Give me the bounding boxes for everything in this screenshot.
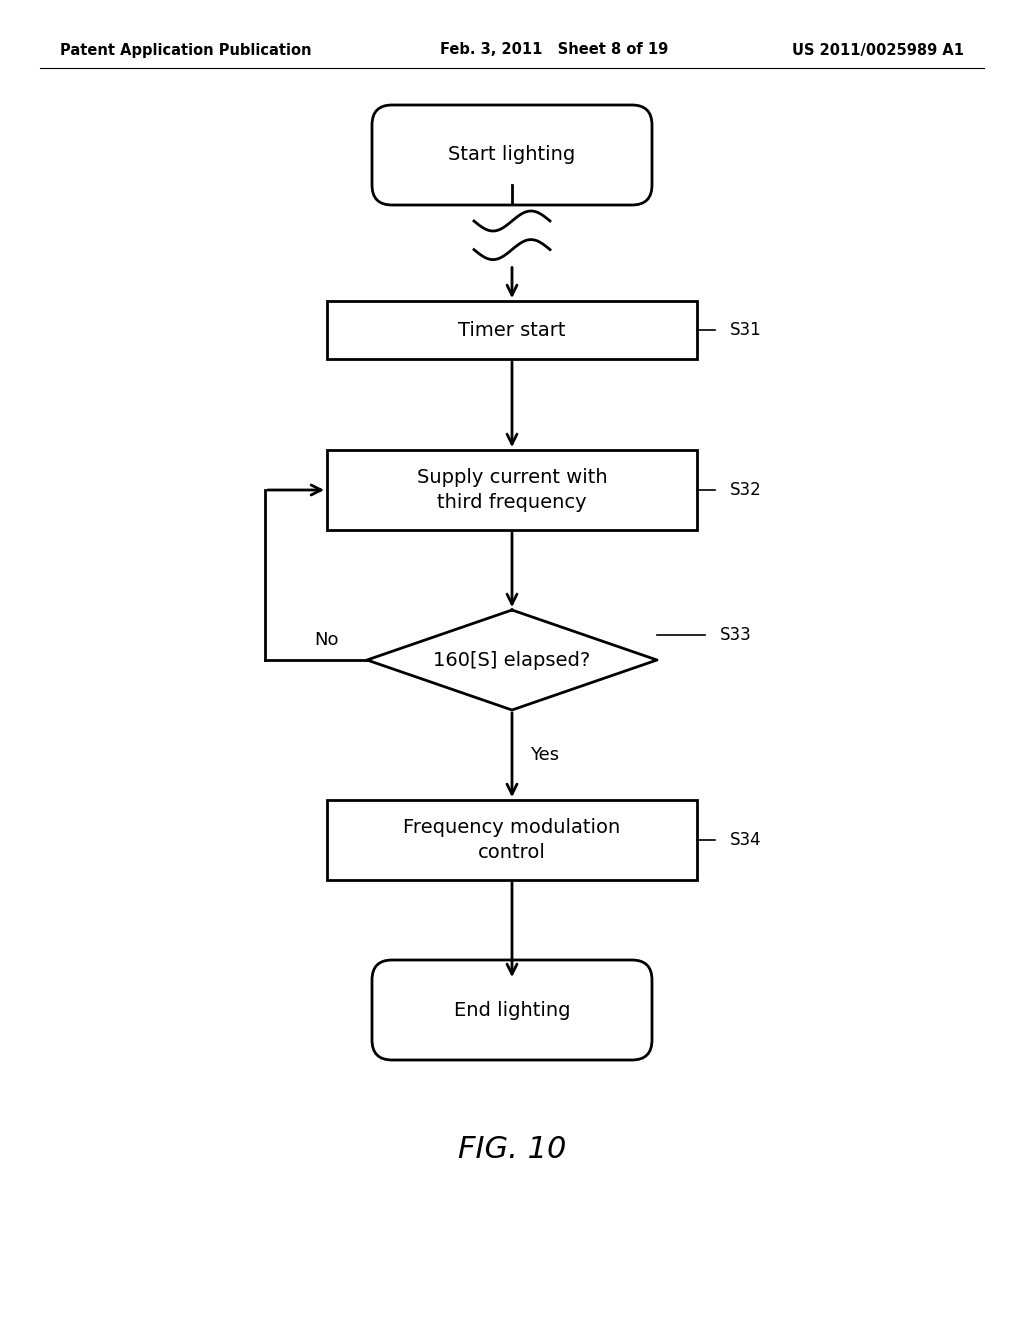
- Polygon shape: [367, 610, 657, 710]
- Text: Patent Application Publication: Patent Application Publication: [60, 42, 311, 58]
- Text: Feb. 3, 2011   Sheet 8 of 19: Feb. 3, 2011 Sheet 8 of 19: [440, 42, 669, 58]
- Text: Supply current with
third frequency: Supply current with third frequency: [417, 469, 607, 512]
- Text: Frequency modulation
control: Frequency modulation control: [403, 818, 621, 862]
- Bar: [327, 800, 697, 880]
- FancyBboxPatch shape: [372, 960, 652, 1060]
- Text: S34: S34: [730, 832, 762, 849]
- Text: US 2011/0025989 A1: US 2011/0025989 A1: [792, 42, 964, 58]
- Text: S31: S31: [730, 321, 762, 339]
- Text: No: No: [314, 631, 339, 649]
- Text: S32: S32: [730, 480, 762, 499]
- Text: Start lighting: Start lighting: [449, 145, 575, 165]
- Text: 160[S] elapsed?: 160[S] elapsed?: [433, 651, 591, 669]
- Bar: [327, 450, 697, 531]
- Text: Yes: Yes: [530, 746, 559, 764]
- Text: End lighting: End lighting: [454, 1001, 570, 1019]
- Text: Timer start: Timer start: [459, 321, 565, 339]
- Bar: [327, 301, 697, 359]
- Text: S33: S33: [720, 626, 752, 644]
- Text: FIG. 10: FIG. 10: [458, 1135, 566, 1164]
- FancyBboxPatch shape: [372, 106, 652, 205]
